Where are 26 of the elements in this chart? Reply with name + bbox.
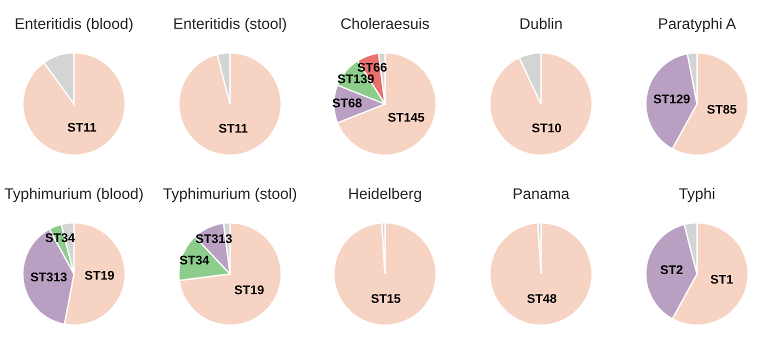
slice-label: ST129 xyxy=(654,94,690,104)
slice-label: ST10 xyxy=(532,123,562,132)
slice-label: ST145 xyxy=(388,112,424,122)
slice-label: ST34 xyxy=(45,233,75,242)
slice-label: ST313 xyxy=(196,234,232,244)
chart-title: Paratyphi A xyxy=(659,18,736,32)
chart-title: Heidelberg xyxy=(349,188,421,202)
chart-title: Typhi xyxy=(679,188,714,202)
chart-title: Typhimurium (stool) xyxy=(163,188,296,202)
chart-title: Enteritidis (stool) xyxy=(174,18,286,32)
slice-label: ST48 xyxy=(527,294,556,303)
slice-label: ST1 xyxy=(710,274,733,284)
slice-label: ST19 xyxy=(234,285,264,294)
slice-label: ST11 xyxy=(218,124,248,133)
slice-label: ST85 xyxy=(707,104,736,114)
slice-label: ST11 xyxy=(68,122,96,132)
chart-title: Panama xyxy=(514,188,570,200)
slice-label: ST68 xyxy=(332,98,362,108)
chart-title: Dublin xyxy=(520,18,562,30)
slice-label: ST2 xyxy=(660,265,683,274)
chart-title: Typhimurium (blood) xyxy=(4,188,143,202)
slice-label: ST313 xyxy=(30,272,67,282)
slice-label: ST19 xyxy=(84,270,114,280)
chart-title: Enteritidis (blood) xyxy=(16,18,132,32)
slice-label: ST15 xyxy=(371,294,400,303)
chart-title: Choleraesuis xyxy=(341,18,430,30)
